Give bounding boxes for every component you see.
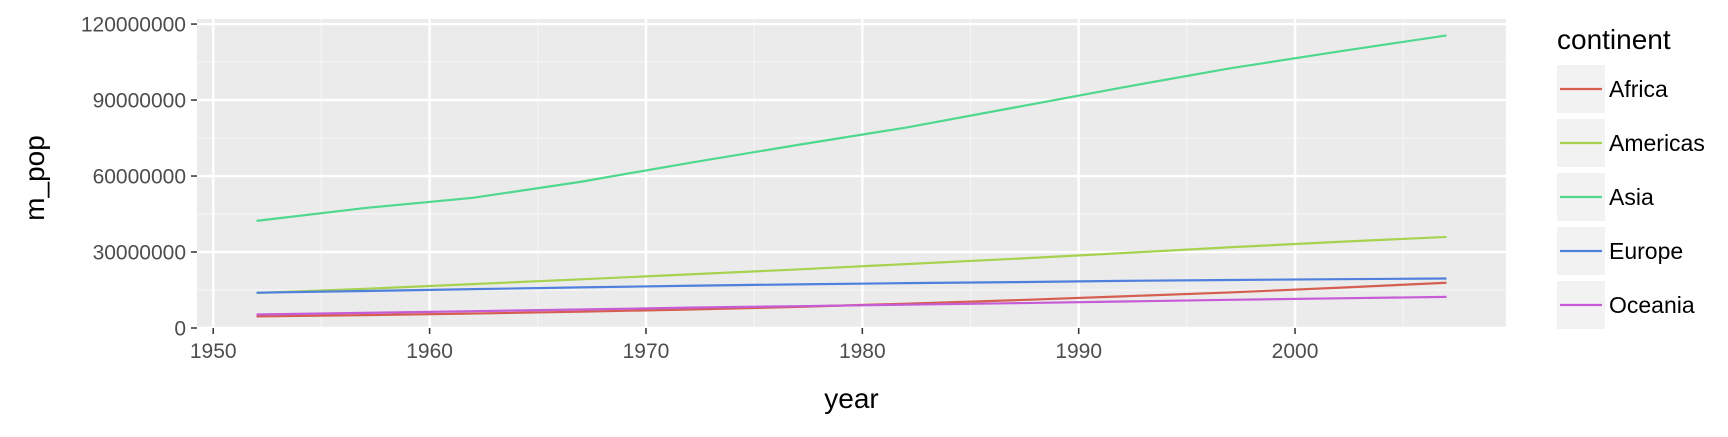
legend-item-asia: Asia — [1557, 173, 1654, 221]
x-tick-label: 1970 — [623, 340, 670, 363]
series-line-asia — [256, 34, 1447, 222]
legend-items: Africa Americas Asia Europe Oceania — [1557, 65, 1705, 329]
y-tick-label: 120000000 — [81, 14, 186, 37]
plot-panel — [197, 19, 1506, 328]
x-tick-label: 1980 — [839, 340, 886, 363]
y-tick-label: 0 — [174, 318, 186, 341]
legend-item-europe: Europe — [1557, 227, 1683, 275]
x-axis: 1950 1960 1970 1980 1990 2000 — [190, 328, 1319, 363]
x-tick-label: 2000 — [1272, 340, 1319, 363]
series-line-oceania — [256, 295, 1447, 316]
y-axis: 0 30000000 60000000 90000000 120000000 — [81, 14, 197, 341]
y-tick-label: 90000000 — [93, 90, 186, 113]
y-tick-label: 60000000 — [93, 166, 186, 189]
series-line-europe — [256, 277, 1447, 294]
x-axis-title: year — [824, 383, 878, 414]
legend-title: continent — [1557, 24, 1671, 55]
x-tick-label: 1950 — [190, 340, 237, 363]
legend-label: Asia — [1609, 184, 1654, 210]
legend-label: Americas — [1609, 130, 1705, 156]
legend-item-americas: Americas — [1557, 119, 1705, 167]
y-tick-label: 30000000 — [93, 242, 186, 265]
major-gridlines — [197, 19, 1506, 330]
y-axis-title: m_pop — [19, 135, 50, 221]
legend-item-africa: Africa — [1557, 65, 1668, 113]
x-tick-label: 1960 — [406, 340, 453, 363]
legend: continent Africa Americas Asia Europe Oceani… — [1557, 24, 1705, 329]
legend-label: Oceania — [1609, 292, 1695, 318]
legend-label: Africa — [1609, 76, 1668, 102]
series-lines — [256, 34, 1447, 318]
legend-item-oceania: Oceania — [1557, 281, 1695, 329]
x-tick-label: 1990 — [1055, 340, 1102, 363]
series-line-americas — [256, 235, 1447, 295]
legend-label: Europe — [1609, 238, 1683, 264]
